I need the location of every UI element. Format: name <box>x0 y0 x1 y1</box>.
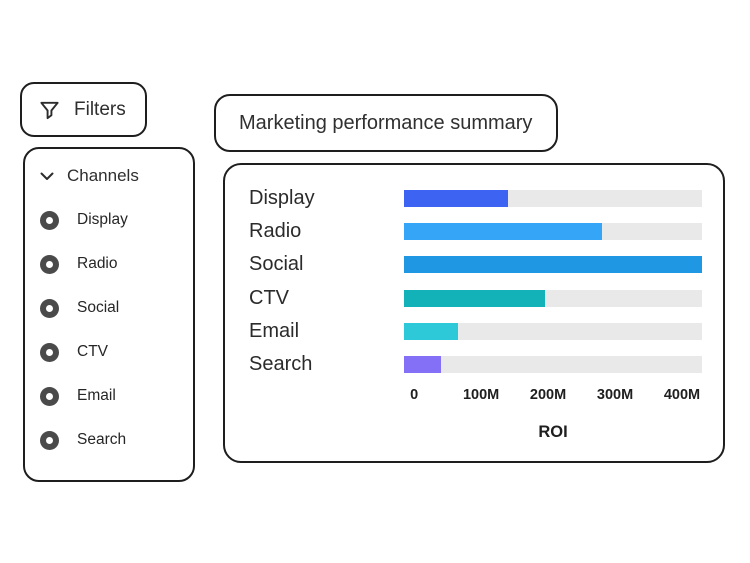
chart-row: Social <box>249 248 702 281</box>
chart-row: Display <box>249 182 702 215</box>
radio-selected-icon[interactable] <box>40 210 59 230</box>
filters-button[interactable]: Filters <box>20 82 147 137</box>
radio-selected-icon[interactable] <box>40 386 59 406</box>
x-axis-title: ROI <box>538 423 568 441</box>
channel-radio-option[interactable]: Display <box>25 198 193 242</box>
radio-dot <box>46 216 53 224</box>
radio-dot <box>46 392 53 400</box>
radio-selected-icon[interactable] <box>40 254 59 274</box>
channels-header-label: Channels <box>67 166 139 185</box>
bar-fill <box>404 289 545 307</box>
chart-rows: Display Radio Social CTV Email Search <box>249 182 702 381</box>
channel-radio-option[interactable]: Radio <box>25 242 193 286</box>
chart-row: Search <box>249 348 702 381</box>
chevron-down-icon <box>40 172 54 180</box>
radio-dot <box>46 304 53 312</box>
radio-selected-icon[interactable] <box>40 430 59 450</box>
chart-card: Display Radio Social CTV Email Search <box>223 163 725 463</box>
channels-collapse-toggle[interactable]: Channels <box>25 149 193 186</box>
channels-panel: Channels Display Radio Social CTV Email … <box>23 147 195 482</box>
bar-track <box>404 223 702 241</box>
axis-tick-label: 100M <box>462 387 500 403</box>
channel-radio-option[interactable]: Social <box>25 286 193 330</box>
channel-option-label: Email <box>77 387 116 404</box>
axis-tick-label: 200M <box>529 387 567 403</box>
bar-track <box>404 356 702 374</box>
bar-fill <box>404 223 602 241</box>
channel-radio-option[interactable]: Email <box>25 374 193 418</box>
radio-dot <box>46 436 53 444</box>
funnel-icon <box>40 101 59 119</box>
axis-tick-label: 0 <box>410 387 419 403</box>
bar-fill <box>404 322 458 340</box>
filters-label: Filters <box>74 98 126 120</box>
channel-option-label: Display <box>77 211 128 228</box>
chart-row-label: CTV <box>249 286 289 309</box>
radio-selected-icon[interactable] <box>40 298 59 318</box>
radio-selected-icon[interactable] <box>40 342 59 362</box>
channel-option-label: CTV <box>77 343 108 360</box>
radio-dot <box>46 348 53 356</box>
chart-row-label: Email <box>249 319 300 342</box>
chart-row-label: Radio <box>249 220 302 243</box>
bar-track <box>404 256 702 274</box>
bar-track <box>404 190 702 208</box>
channel-radio-option[interactable]: CTV <box>25 330 193 374</box>
chart-row-label: Search <box>249 353 313 376</box>
bar-fill <box>404 356 441 374</box>
chart-row: Radio <box>249 215 702 248</box>
bar-track <box>404 289 702 307</box>
bar-track <box>404 322 702 340</box>
title-card: Marketing performance summary <box>214 94 558 152</box>
chart-row-label: Display <box>249 187 315 210</box>
bar-fill <box>404 190 508 208</box>
channel-option-label: Search <box>77 431 127 448</box>
x-axis-ticks: 0 100M 200M 300M 400M <box>404 387 702 407</box>
page-title: Marketing performance summary <box>239 111 533 134</box>
axis-tick-label: 300M <box>596 387 634 403</box>
channel-option-label: Radio <box>77 255 118 272</box>
channel-list: Display Radio Social CTV Email Search <box>25 198 193 462</box>
channel-radio-option[interactable]: Search <box>25 418 193 462</box>
radio-dot <box>46 260 53 268</box>
chart-row: CTV <box>249 282 702 315</box>
channel-option-label: Social <box>77 299 120 316</box>
chart-row: Email <box>249 315 702 348</box>
bar-fill <box>404 256 702 274</box>
chart-row-label: Social <box>249 253 304 276</box>
axis-tick-label: 400M <box>663 387 701 403</box>
